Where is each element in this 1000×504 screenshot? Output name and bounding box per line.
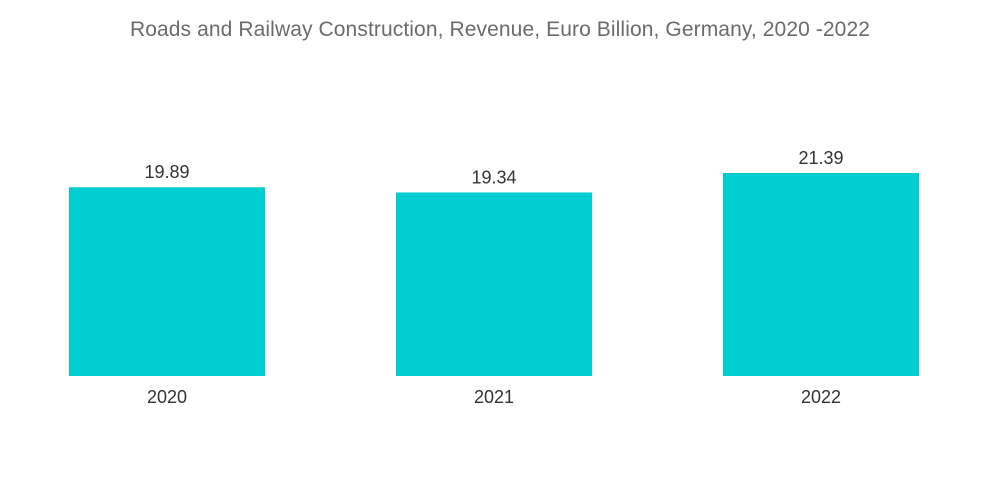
x-axis-ticks: 2020 2021 2022 (147, 387, 841, 407)
data-label-2021: 19.34 (471, 167, 516, 187)
chart-title: Roads and Railway Construction, Revenue,… (129, 18, 871, 41)
bar-2021 (396, 192, 592, 376)
x-tick-label-2020: 2020 (147, 387, 187, 407)
data-labels-group: 19.89 19.34 21.39 (144, 148, 843, 187)
bars-group (69, 173, 919, 376)
x-tick-label-2022: 2022 (801, 387, 841, 407)
data-label-2022: 21.39 (798, 148, 843, 168)
bar-2022 (723, 173, 919, 376)
data-label-2020: 19.89 (144, 162, 189, 182)
bar-2020 (69, 187, 265, 376)
x-tick-label-2021: 2021 (474, 387, 514, 407)
